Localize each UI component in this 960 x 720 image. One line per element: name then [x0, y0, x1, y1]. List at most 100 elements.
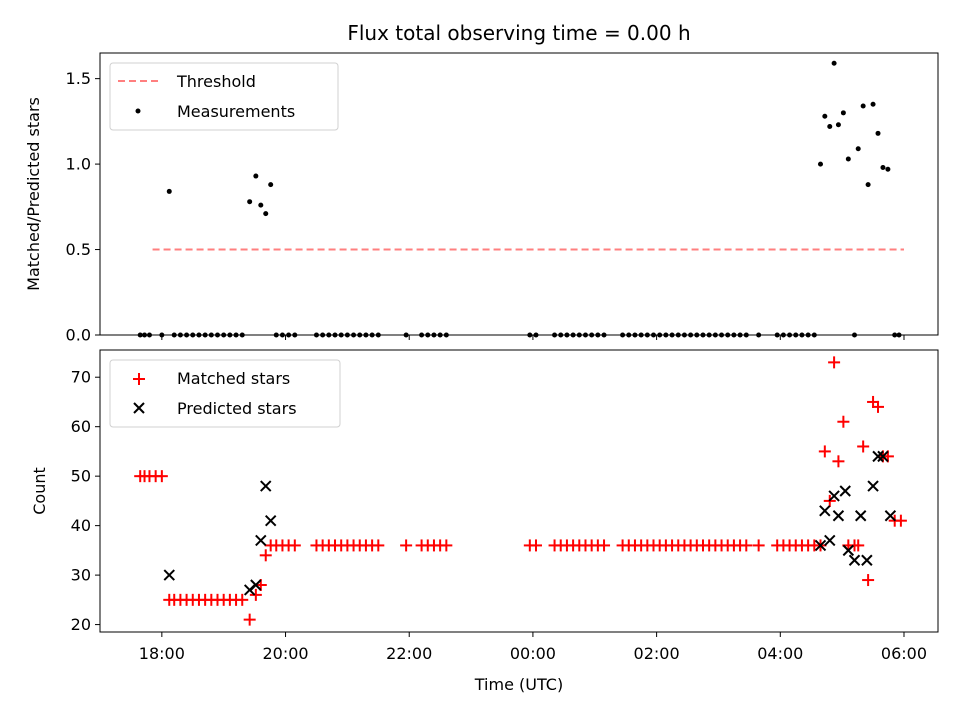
matched-star-point — [249, 588, 262, 601]
count-legend: Matched stars Predicted stars — [109, 359, 341, 428]
predicted-star-point — [884, 510, 897, 522]
matched-star-point — [872, 400, 885, 413]
count-x-tick-label: 06:00 — [881, 644, 927, 663]
count-y-tick-label: 60 — [71, 417, 91, 436]
predicted-star-point — [264, 514, 277, 527]
ratio-y-tick-label: 1.5 — [66, 69, 91, 88]
count-x-tick-label: 02:00 — [634, 644, 680, 663]
matched-star-point — [832, 455, 845, 468]
predicted-star-point — [872, 450, 884, 463]
measurement-point — [268, 182, 274, 188]
count-x-ticks: 18:00 20:00 22:00 00:00 02:00 04:00 06:00 — [139, 632, 927, 663]
measurement-point — [247, 199, 253, 205]
count-y-tick-label: 30 — [71, 566, 91, 585]
predicted-star-point — [839, 485, 851, 497]
measurement-point — [817, 161, 823, 167]
ratio-y-tick-label: 1.0 — [66, 155, 91, 174]
matched-star-point — [852, 539, 865, 552]
count-y-tick-label: 50 — [71, 467, 91, 486]
predicted-star-point — [842, 544, 855, 557]
predicted-star-point — [848, 554, 861, 566]
predicted-star-point — [854, 510, 867, 522]
chart-title: Flux total observing time = 0.00 h — [347, 21, 690, 45]
predicted-star-point — [260, 480, 272, 492]
matched-star-point — [259, 549, 272, 562]
measurement-point — [860, 103, 866, 109]
matched-star-point — [857, 440, 870, 453]
measurement-point — [258, 202, 264, 208]
count-x-tick-label: 04:00 — [757, 644, 803, 663]
matched-star-point — [837, 415, 850, 428]
predicted-star-point — [861, 554, 873, 566]
matched-star-point — [155, 470, 168, 483]
ratio-axes-frame — [99, 52, 939, 336]
ratio-y-tick-label: 0.0 — [66, 326, 91, 345]
matched-star-point — [752, 539, 765, 552]
matched-star-point — [862, 574, 875, 587]
predicted-star-point — [877, 450, 889, 463]
x-axis-label: Time (UTC) — [474, 675, 563, 694]
matched-legend-swatch — [133, 373, 145, 385]
measurement-point — [870, 101, 876, 107]
matched-star-point — [400, 539, 413, 552]
predicted-legend-label: Predicted stars — [177, 399, 297, 418]
predicted-star-point — [255, 534, 267, 547]
measurement-point — [263, 211, 269, 217]
measurement-point — [840, 110, 846, 116]
measurements-legend-label: Measurements — [177, 102, 295, 121]
predicted-star-point — [832, 510, 845, 522]
matched-star-point — [598, 539, 611, 552]
count-axes: 20 30 40 50 60 70 18:00 20:00 22:00 00:00 02:00 04… — [30, 349, 939, 694]
measurement-point — [845, 156, 851, 162]
matched-star-point — [372, 539, 385, 552]
ratio-legend: Threshold Measurements — [109, 62, 339, 131]
ratio-legend-box — [109, 62, 339, 131]
measurement-point — [827, 123, 833, 129]
measurement-point — [875, 130, 881, 136]
matched-star-point — [530, 539, 543, 552]
measurements-legend-swatch — [135, 108, 141, 114]
predicted-star-point — [828, 490, 840, 502]
predicted-legend-swatch — [133, 402, 145, 414]
ratio-y-label: Matched/Predicted stars — [24, 97, 43, 291]
count-plot-area — [134, 356, 907, 626]
matched-star-point — [894, 514, 907, 527]
predicted-star-point — [163, 569, 175, 581]
measurement-point — [855, 146, 861, 152]
count-x-tick-label: 20:00 — [262, 644, 308, 663]
count-y-tick-label: 40 — [71, 516, 91, 535]
matched-star-point — [236, 593, 249, 606]
count-y-label: Count — [30, 467, 49, 515]
ratio-x-ticks — [161, 335, 905, 340]
count-y-ticks: 20 30 40 50 60 70 — [71, 368, 100, 634]
measurement-point — [166, 188, 172, 194]
predicted-star-point — [814, 539, 827, 552]
count-legend-box — [109, 359, 341, 428]
ratio-y-ticks: 0.0 0.5 1.0 1.5 — [66, 69, 100, 345]
count-y-tick-label: 20 — [71, 615, 91, 634]
matched-legend-label: Matched stars — [177, 369, 290, 388]
count-y-tick-label: 70 — [71, 368, 91, 387]
predicted-star-point — [824, 534, 836, 547]
predicted-star-point — [250, 579, 262, 591]
threshold-legend-label: Threshold — [176, 72, 256, 91]
matched-star-point — [740, 539, 753, 552]
measurement-point — [253, 173, 259, 179]
predicted-star-point — [867, 480, 879, 492]
measurement-point — [835, 122, 841, 128]
measurement-point — [880, 165, 886, 171]
count-x-tick-label: 18:00 — [139, 644, 185, 663]
measurement-point — [831, 60, 837, 66]
measurement-point — [822, 113, 828, 119]
ratio-axes: 0.0 0.5 1.0 1.5 Matched/Predicted stars Thr… — [24, 52, 939, 345]
matched-star-point — [243, 613, 256, 626]
matched-star-point — [288, 539, 301, 552]
count-x-tick-label: 22:00 — [386, 644, 432, 663]
ratio-y-tick-label: 0.5 — [66, 240, 91, 259]
matched-star-point — [818, 445, 831, 458]
matched-star-point — [828, 356, 841, 369]
measurement-point — [865, 182, 871, 188]
count-x-tick-label: 00:00 — [510, 644, 556, 663]
matched-star-point — [440, 539, 453, 552]
